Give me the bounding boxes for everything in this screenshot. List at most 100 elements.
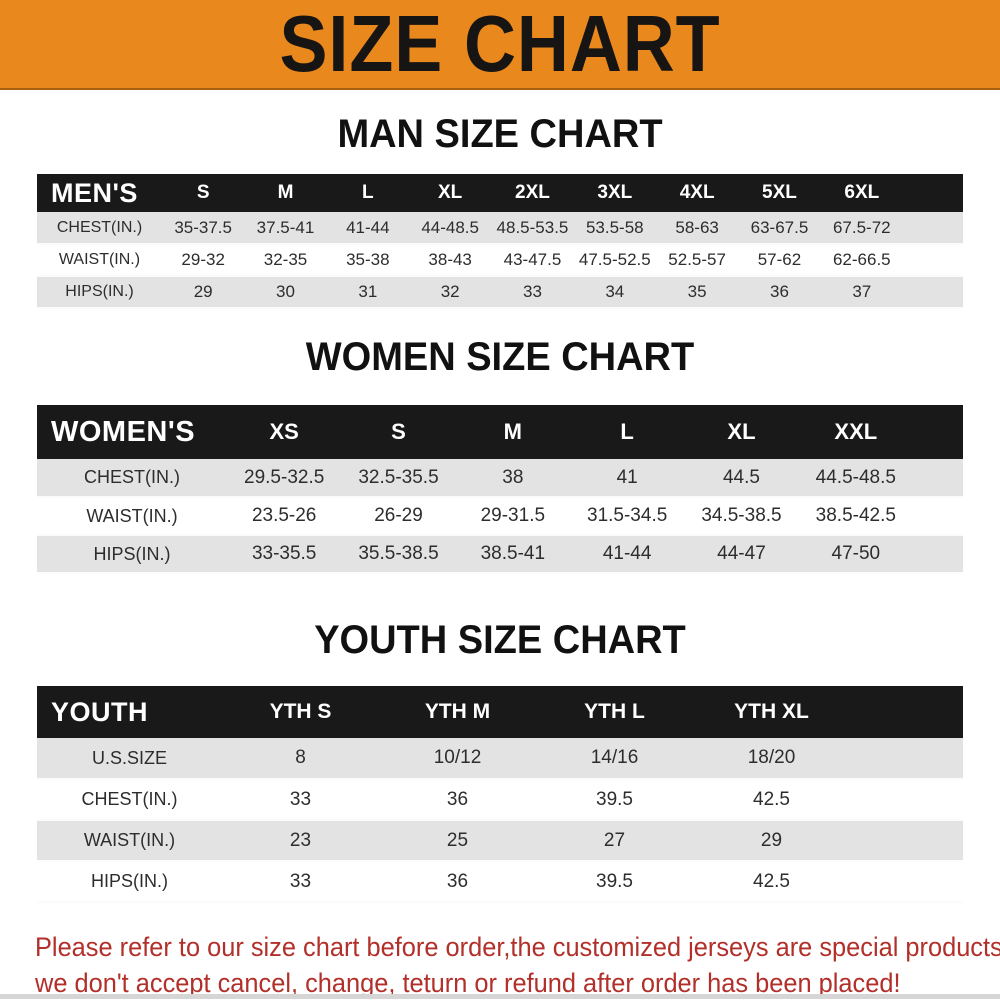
measure-label-cell: HIPS(IN.) <box>37 861 222 903</box>
value-cell: 33-35.5 <box>227 535 342 574</box>
page-title: SIZE CHART <box>279 0 721 88</box>
value-cell: 53.5-58 <box>573 212 656 245</box>
value-cell: 67.5-72 <box>820 212 903 245</box>
value-cell: 32-35 <box>244 244 327 277</box>
value-cell: 37.5-41 <box>244 212 327 245</box>
size-column-header: 6XL <box>820 174 903 212</box>
value-cell: 23.5-26 <box>227 497 342 536</box>
youth-section-heading: YOUTH SIZE CHART <box>314 618 686 662</box>
value-cell: 41-44 <box>326 212 409 245</box>
measure-label-cell: HIPS(IN.) <box>37 276 162 309</box>
value-cell: 33 <box>491 276 574 309</box>
value-cell: 39.5 <box>536 779 693 821</box>
value-cell: 41-44 <box>569 535 685 574</box>
measure-label-cell: CHEST(IN.) <box>37 212 162 245</box>
value-cell: 44.5 <box>684 459 799 498</box>
value-cell: 36 <box>738 276 821 309</box>
value-cell: 43-47.5 <box>491 244 574 277</box>
table-header-row: MEN'S S M L XL 2XL 3XL 4XL 5XL 6XL <box>37 174 963 212</box>
table-row: CHEST(IN.) 35-37.5 37.5-41 41-44 44-48.5 48.5… <box>37 212 963 245</box>
size-column-header: YTH M <box>379 686 536 738</box>
value-cell: 32.5-35.5 <box>341 459 456 498</box>
value-cell: 44.5-48.5 <box>798 459 913 498</box>
value-cell: 29-31.5 <box>455 497 570 536</box>
value-cell: 10/12 <box>379 738 536 780</box>
value-cell: 35.5-38.5 <box>341 535 456 574</box>
disclaimer-line-1: Please refer to our size chart before or… <box>35 932 1000 962</box>
value-cell: 26-29 <box>341 497 456 536</box>
bottom-divider <box>0 994 1000 1000</box>
value-cell: 35 <box>655 276 739 309</box>
value-cell: 58-63 <box>655 212 739 245</box>
disclaimer-line-2: we don't accept cancel, change, teturn o… <box>35 968 901 998</box>
size-column-header: S <box>162 174 245 212</box>
table-title-cell: YOUTH <box>37 686 222 738</box>
size-column-header: L <box>569 405 685 459</box>
measure-label-cell: HIPS(IN.) <box>37 535 227 574</box>
value-cell: 48.5-53.5 <box>491 212 574 245</box>
value-cell: 52.5-57 <box>655 244 739 277</box>
value-cell: 39.5 <box>536 861 693 903</box>
value-cell: 36 <box>379 861 536 903</box>
value-cell: 23 <box>222 820 379 862</box>
size-column-header: XL <box>684 405 799 459</box>
size-column-header: YTH XL <box>693 686 850 738</box>
value-cell: 29 <box>162 276 245 309</box>
value-cell: 34.5-38.5 <box>684 497 799 536</box>
value-cell: 36 <box>379 779 536 821</box>
spacer-cell <box>850 820 963 862</box>
value-cell: 14/16 <box>536 738 693 780</box>
value-cell: 38 <box>455 459 570 498</box>
table-row: CHEST(IN.) 29.5-32.5 32.5-35.5 38 41 44.5 44.5… <box>37 459 963 498</box>
value-cell: 32 <box>408 276 492 309</box>
value-cell: 37 <box>820 276 903 309</box>
spacer-cell <box>903 276 963 309</box>
measure-label-cell: WAIST(IN.) <box>37 820 222 862</box>
spacer-cell <box>850 861 963 903</box>
table-row: HIPS(IN.) 33-35.5 35.5-38.5 38.5-41 41-44 44-… <box>37 535 963 574</box>
table-header-row: YOUTH YTH S YTH M YTH L YTH XL <box>37 686 963 738</box>
size-column-header: 4XL <box>655 174 739 212</box>
table-row: HIPS(IN.) 29 30 31 32 33 34 35 36 37 <box>37 276 963 309</box>
measure-label-cell: WAIST(IN.) <box>37 244 162 277</box>
value-cell: 31.5-34.5 <box>569 497 685 536</box>
banner: SIZE CHART <box>0 0 1000 90</box>
value-cell: 34 <box>573 276 656 309</box>
value-cell: 63-67.5 <box>738 212 821 245</box>
measure-label-cell: WAIST(IN.) <box>37 497 227 536</box>
spacer-cell <box>913 497 963 536</box>
spacer-cell <box>903 174 963 212</box>
value-cell: 33 <box>222 861 379 903</box>
order-disclaimer: Please refer to our size chart before or… <box>35 929 1000 1000</box>
value-cell: 30 <box>244 276 327 309</box>
table-title-cell: MEN'S <box>37 174 162 212</box>
value-cell: 57-62 <box>738 244 821 277</box>
measure-label-cell: U.S.SIZE <box>37 738 222 780</box>
value-cell: 38.5-42.5 <box>798 497 913 536</box>
table-row: WAIST(IN.) 23.5-26 26-29 29-31.5 31.5-34.5 34… <box>37 497 963 536</box>
size-column-header: XXL <box>798 405 913 459</box>
value-cell: 44-47 <box>684 535 799 574</box>
value-cell: 27 <box>536 820 693 862</box>
value-cell: 33 <box>222 779 379 821</box>
spacer-cell <box>913 535 963 574</box>
value-cell: 31 <box>326 276 409 309</box>
value-cell: 29 <box>693 820 850 862</box>
value-cell: 35-38 <box>326 244 409 277</box>
size-column-header: 2XL <box>491 174 574 212</box>
spacer-cell <box>903 244 963 277</box>
value-cell: 38-43 <box>408 244 492 277</box>
size-column-header: M <box>455 405 570 459</box>
size-column-header: 5XL <box>738 174 821 212</box>
spacer-cell <box>913 405 963 459</box>
spacer-cell <box>850 686 963 738</box>
table-row: CHEST(IN.) 33 36 39.5 42.5 <box>37 779 963 821</box>
size-column-header: L <box>326 174 409 212</box>
value-cell: 47.5-52.5 <box>573 244 656 277</box>
table-row: U.S.SIZE 8 10/12 14/16 18/20 <box>37 738 963 780</box>
value-cell: 42.5 <box>693 861 850 903</box>
spacer-cell <box>913 459 963 498</box>
value-cell: 47-50 <box>798 535 913 574</box>
table-row: WAIST(IN.) 23 25 27 29 <box>37 820 963 862</box>
